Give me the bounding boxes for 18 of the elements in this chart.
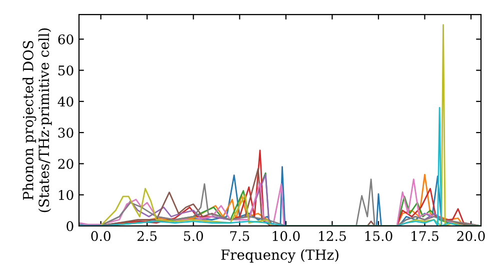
x-tick-label: 10.0 xyxy=(272,231,300,242)
x-tick-label: 0.0 xyxy=(91,231,110,242)
x-tick-label: 2.5 xyxy=(138,231,157,242)
x-tick-label: 12.5 xyxy=(319,231,346,242)
x-tick-label: 7.5 xyxy=(230,231,250,242)
y-tick-label: 0 xyxy=(66,221,74,232)
x-axis-title: Frequency (THz) xyxy=(221,249,338,263)
y-tick-label: 10 xyxy=(58,190,74,200)
x-tick-label: 17.5 xyxy=(412,231,438,242)
x-tick-label: 5.0 xyxy=(184,231,203,242)
x-tick-label: 20.0 xyxy=(457,231,485,242)
y-tick-label: 40 xyxy=(58,96,74,107)
y-tick-label: 50 xyxy=(58,66,74,76)
y-tick-label: 60 xyxy=(58,34,74,44)
x-tick-label: 15.0 xyxy=(365,231,392,242)
y-tick-label: 20 xyxy=(58,158,74,169)
y-tick-label: 30 xyxy=(58,128,74,138)
y-axis-title: Phonon projected DOS (States/THz·primitive cell) xyxy=(22,28,52,212)
